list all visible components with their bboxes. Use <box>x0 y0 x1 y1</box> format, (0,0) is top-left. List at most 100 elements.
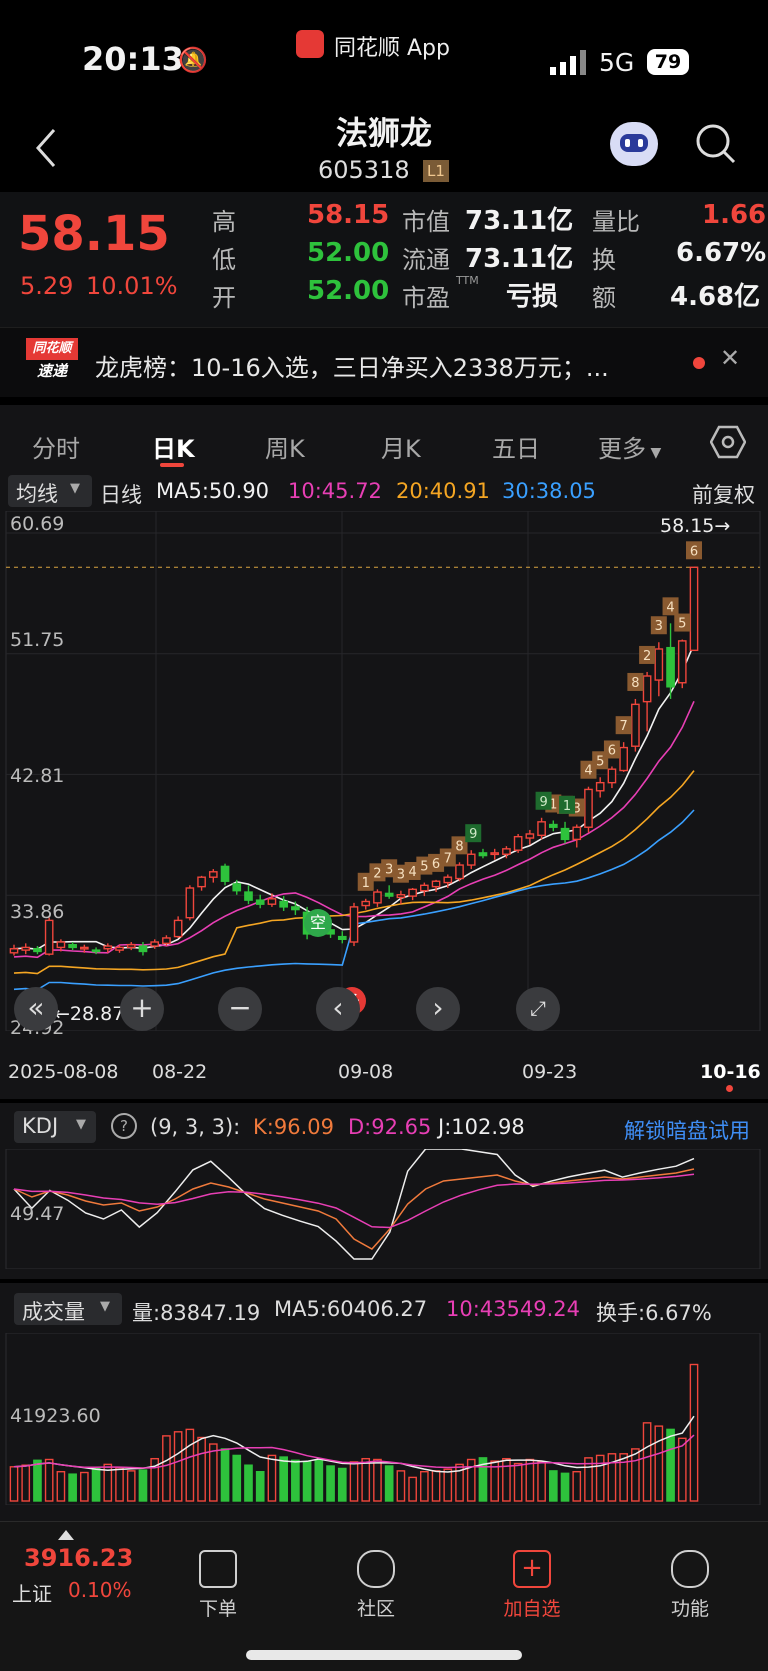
sequence-mark-label: 6 <box>432 857 440 872</box>
kdj-chart[interactable] <box>0 1149 768 1269</box>
volume-bar <box>595 1454 605 1502</box>
volratio-value: 1.66 <box>702 200 767 230</box>
price-axis-4: 33.86 <box>10 901 65 923</box>
sequence-mark <box>535 791 552 810</box>
candle <box>115 946 124 951</box>
kdj-d-value: D:92.65 <box>348 1115 432 1139</box>
tab-five-day[interactable]: 五日 <box>492 435 540 463</box>
short-signal-marker[interactable]: 空 <box>304 909 332 937</box>
sequence-mark-label: 4 <box>666 600 674 615</box>
volume-value: 量:83847.19 <box>132 1301 261 1325</box>
candle <box>291 906 300 911</box>
volume-bar <box>115 1466 124 1502</box>
sequence-mark-label: 2 <box>643 649 651 664</box>
tab-more[interactable]: 更多 ▼ <box>598 435 662 463</box>
volume-bar <box>478 1457 488 1502</box>
sequence-mark-label: 2 <box>373 866 381 881</box>
sequence-mark-label: 1 <box>563 799 571 814</box>
ma20-value: 20:40.91 <box>396 479 490 503</box>
open-label: 开 <box>212 284 236 312</box>
turnover-value: 6.67% <box>676 238 767 268</box>
ma-type-select[interactable]: 均线 ▼ <box>8 475 92 507</box>
sequence-mark <box>465 824 482 843</box>
date-label-4: 09-23 <box>522 1061 578 1083</box>
candle <box>232 883 242 892</box>
volume-bar <box>384 1465 394 1502</box>
volume-select[interactable]: 成交量 ▼ <box>14 1293 122 1325</box>
nav-order[interactable]: 下单 <box>168 1550 268 1621</box>
period-tabs: 分时 日K 周K 月K 五日 更多 ▼ <box>0 397 768 479</box>
candle <box>537 821 546 837</box>
index-value[interactable]: 3916.23 <box>24 1544 134 1572</box>
search-icon[interactable] <box>694 122 738 166</box>
candle <box>420 884 429 892</box>
zoom-in-icon[interactable]: + <box>120 987 164 1031</box>
volume-bar <box>56 1470 66 1502</box>
candle <box>279 900 288 908</box>
turnover-label: 换 <box>592 246 616 274</box>
candle <box>349 906 359 943</box>
candle <box>607 768 617 784</box>
stock-code: 605318 <box>318 156 410 184</box>
volume-bar <box>619 1453 628 1502</box>
candlestick-chart[interactable]: 1233456781234567823456991 <box>0 511 768 1031</box>
status-bar: 20:13 🔕 同花顺 App 5G 79 <box>0 0 768 100</box>
tab-daily[interactable]: 日K <box>152 435 195 463</box>
volume-bar <box>150 1457 160 1502</box>
volume-bar <box>443 1468 453 1502</box>
sequence-mark-label: 5 <box>420 860 428 875</box>
scroll-right-icon[interactable]: › <box>416 987 460 1031</box>
today-dot-icon <box>726 1085 733 1092</box>
kdj-select[interactable]: KDJ ▼ <box>14 1111 96 1143</box>
sequence-mark <box>674 613 691 632</box>
candle <box>162 937 171 945</box>
volume-bar <box>490 1460 500 1502</box>
volume-chart[interactable] <box>0 1333 768 1505</box>
volume-bar <box>361 1457 371 1502</box>
candle <box>103 945 113 950</box>
robot-assistant-icon[interactable] <box>610 122 658 166</box>
volume-bar <box>584 1457 593 1502</box>
close-icon[interactable]: ✕ <box>720 344 741 372</box>
nav-add-watchlist[interactable]: + 加自选 <box>482 1550 582 1621</box>
zoom-out-icon[interactable]: − <box>218 987 262 1031</box>
sequence-mark <box>686 541 702 560</box>
unlock-dark-trading-link[interactable]: 解锁暗盘试用 <box>624 1119 750 1143</box>
sequence-mark <box>639 645 656 664</box>
help-icon[interactable]: ? <box>111 1113 137 1139</box>
sequence-mark-label: 4 <box>584 764 592 779</box>
candle <box>91 949 101 953</box>
divider <box>0 1279 768 1283</box>
candle <box>584 788 593 828</box>
adjust-select[interactable]: 前复权 <box>692 483 755 507</box>
candle <box>443 876 453 884</box>
nav-functions[interactable]: 功能 <box>640 1550 740 1621</box>
candle <box>33 948 42 953</box>
volume-bar <box>408 1476 417 1502</box>
tab-monthly[interactable]: 月K <box>381 435 421 463</box>
network-label: 5G <box>599 48 635 77</box>
volume-bar <box>607 1453 617 1502</box>
volume-bar <box>560 1472 570 1502</box>
settings-hex-icon[interactable] <box>710 425 746 459</box>
volume-axis-label: 41923.60 <box>10 1405 101 1427</box>
back-arrow-icon[interactable] <box>34 128 58 168</box>
candle <box>44 919 54 955</box>
fullscreen-icon[interactable]: ⤢ <box>516 987 560 1031</box>
scroll-left-icon[interactable]: ‹ <box>316 987 360 1031</box>
tab-weekly[interactable]: 周K <box>265 435 305 463</box>
sequence-mark-label: 1 <box>362 876 370 891</box>
sequence-mark-label: 9 <box>469 827 477 842</box>
stock-name: 法狮龙 <box>335 114 432 152</box>
news-ticker[interactable]: 同花顺 速递 龙虎榜：10-16入选，三日净买入2338万元；... ✕ <box>0 327 768 398</box>
candle <box>431 880 441 888</box>
nav-community[interactable]: 社区 <box>326 1550 426 1621</box>
tab-intraday[interactable]: 分时 <box>32 435 80 463</box>
sequence-mark-label: 9 <box>539 795 547 810</box>
scroll-left-fast-icon[interactable]: « <box>14 987 58 1031</box>
candle <box>244 891 253 901</box>
volume-bar <box>502 1457 511 1502</box>
candle <box>548 823 558 828</box>
candle <box>21 946 31 951</box>
kdj-j-value: J:102.98 <box>438 1115 525 1139</box>
